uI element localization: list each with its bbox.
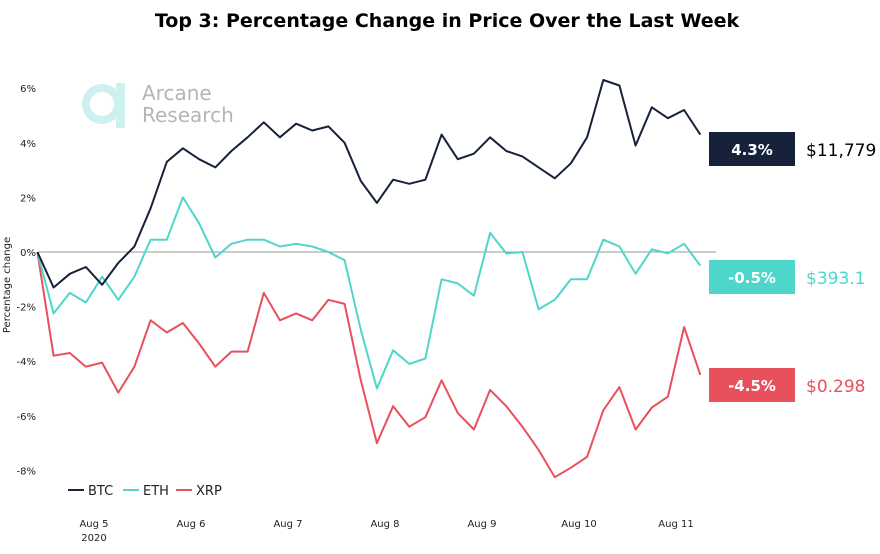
change-value: -0.5% (728, 269, 776, 287)
price-value: $393.1 (806, 269, 865, 289)
y-axis-label: Percentage change (2, 237, 13, 333)
y-tick-label: 6% (20, 84, 36, 95)
change-value: -4.5% (728, 377, 776, 395)
x-tick-label: Aug 9 (467, 519, 496, 530)
series-line-btc (36, 79, 702, 289)
legend-label: ETH (143, 484, 169, 499)
x-tick-label: Aug 7 (273, 519, 302, 530)
change-badge-xrp (709, 368, 795, 402)
price-value: $11,779 (806, 141, 876, 161)
y-tick-label: 2% (20, 193, 36, 204)
end-labels: 4.3% $11,779 -0.5% $393.1 -4.5% $0.298 (709, 132, 876, 402)
series-line-xrp (36, 251, 702, 479)
y-tick-label: -2% (17, 303, 36, 314)
x-tick-label: Aug 10 (561, 519, 596, 530)
series-line-eth (36, 196, 702, 390)
watermark-logo: Arcane Research (82, 81, 234, 128)
price-value: $0.298 (806, 377, 865, 397)
change-badge-btc (709, 132, 795, 166)
x-tick-label: Aug 6 (176, 519, 205, 530)
watermark-line1: Arcane (142, 81, 212, 105)
y-ticks: 6% 4% 2% 0% -2% -4% -6% -8% (17, 84, 36, 477)
x-ticks: Aug 5 2020 Aug 6 Aug 7 Aug 8 Aug 9 Aug 10 Aug 1… (79, 519, 693, 544)
y-tick-label: 4% (20, 139, 36, 150)
logo-ring-icon (82, 84, 122, 124)
y-tick-label: -8% (17, 466, 36, 477)
chart-title: Top 3: Percentage Change in Price Over t… (155, 10, 740, 32)
x-tick-label: Aug 11 (658, 519, 693, 530)
legend: BTC ETH XRP (68, 484, 222, 499)
change-value: 4.3% (731, 141, 773, 159)
y-tick-label: -4% (17, 357, 36, 368)
legend-label: XRP (196, 484, 222, 499)
y-tick-label: -6% (17, 412, 36, 423)
logo-bar-icon (116, 83, 125, 128)
change-badge-eth (709, 260, 795, 294)
legend-label: BTC (88, 484, 113, 499)
x-tick-label: Aug 8 (370, 519, 399, 530)
watermark-line2: Research (142, 103, 234, 127)
x-tick-label: Aug 5 (79, 519, 108, 530)
y-tick-label: 0% (20, 248, 36, 259)
series-lines (36, 79, 702, 479)
x-tick-sublabel: 2020 (81, 533, 106, 544)
